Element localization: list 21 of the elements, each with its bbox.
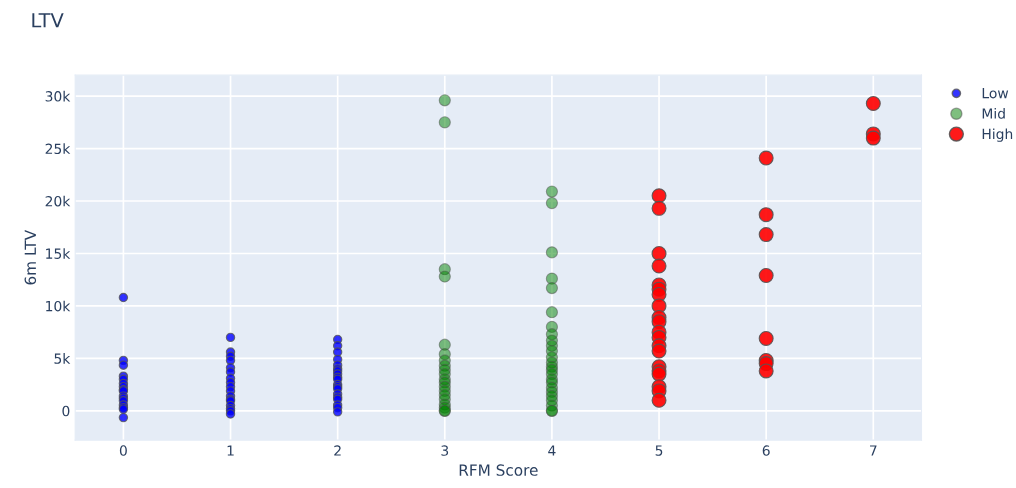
legend-label: Mid xyxy=(982,108,1005,119)
y-tick-label: 20k xyxy=(45,195,71,207)
y-tick-label: 10k xyxy=(46,300,71,312)
legend-label: Low xyxy=(982,88,1009,99)
y-tick-label: 0 xyxy=(62,405,70,417)
y-tick-label: 15k xyxy=(46,248,71,259)
x-tick-label: 0 xyxy=(119,445,127,456)
chart-title: LTV xyxy=(32,13,64,28)
x-tick-label: 1 xyxy=(227,445,234,456)
legend-label: High xyxy=(982,128,1013,142)
y-axis-title: 6m LTV xyxy=(24,229,37,285)
y-tick-label: 30k xyxy=(45,90,71,102)
x-tick-label: 3 xyxy=(441,445,449,456)
x-tick-label: 4 xyxy=(548,445,556,456)
x-tick-label: 5 xyxy=(655,445,663,456)
y-tick-label: 5k xyxy=(54,353,71,364)
x-tick-label: 6 xyxy=(762,445,770,456)
y-tick-label: 25k xyxy=(45,143,71,155)
x-tick-label: 7 xyxy=(870,445,877,456)
x-tick-label: 2 xyxy=(334,445,341,456)
x-axis-title: RFM Score xyxy=(459,464,538,476)
